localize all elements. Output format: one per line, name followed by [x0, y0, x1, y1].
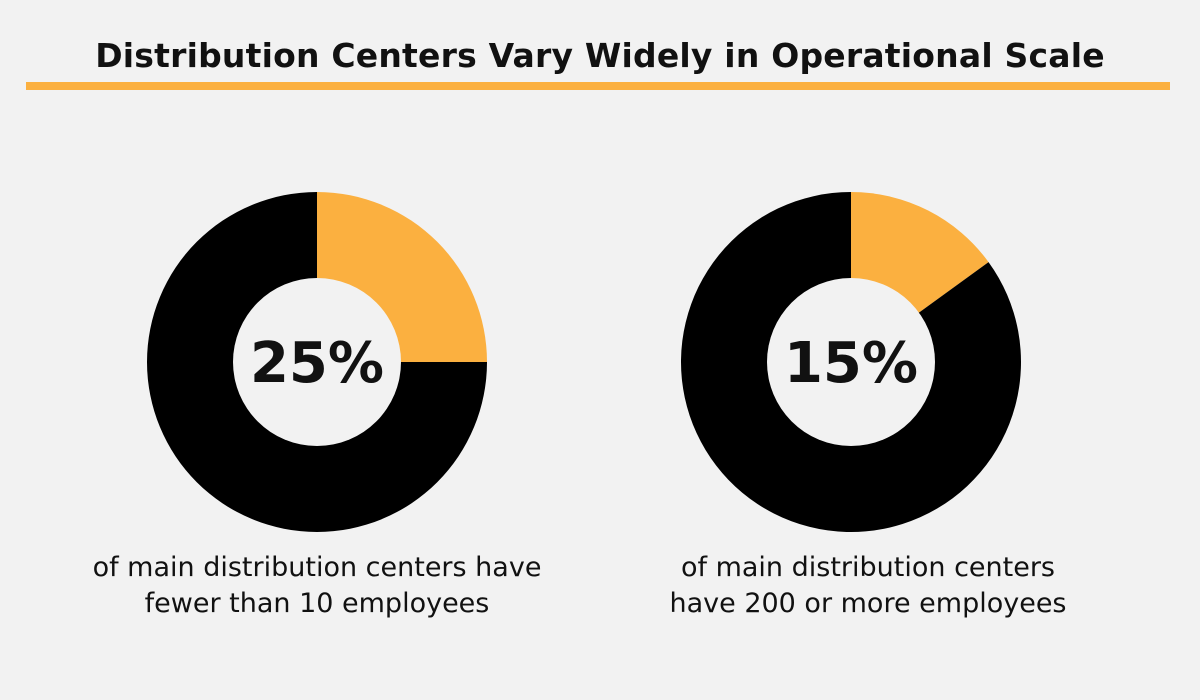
title-underline	[26, 82, 1170, 90]
donut-chart-2-svg: 15%	[681, 192, 1021, 532]
donut-chart-2-caption-line1: of main distribution centers	[680, 552, 1056, 583]
donut-chart-1-caption-line2: fewer than 10 employees	[144, 588, 490, 619]
page-title: Distribution Centers Vary Widely in Oper…	[95, 36, 1105, 75]
donut-chart-2: 15%	[681, 192, 1021, 532]
donut-chart-2-caption: of main distribution centers have 200 or…	[608, 550, 1128, 622]
donut-chart-1-hole	[233, 278, 401, 446]
donut-chart-1: 25%	[147, 192, 487, 532]
donut-chart-2-hole	[767, 278, 935, 446]
donut-chart-2-center-label: 15%	[784, 331, 918, 396]
donut-chart-1-caption-line1: of main distribution centers have	[92, 552, 542, 583]
donut-chart-1-svg: 25%	[147, 192, 487, 532]
donut-chart-1-center-label: 25%	[250, 331, 384, 396]
donut-chart-2-caption-line2: have 200 or more employees	[669, 588, 1067, 619]
donut-chart-1-caption: of main distribution centers have fewer …	[57, 550, 577, 622]
